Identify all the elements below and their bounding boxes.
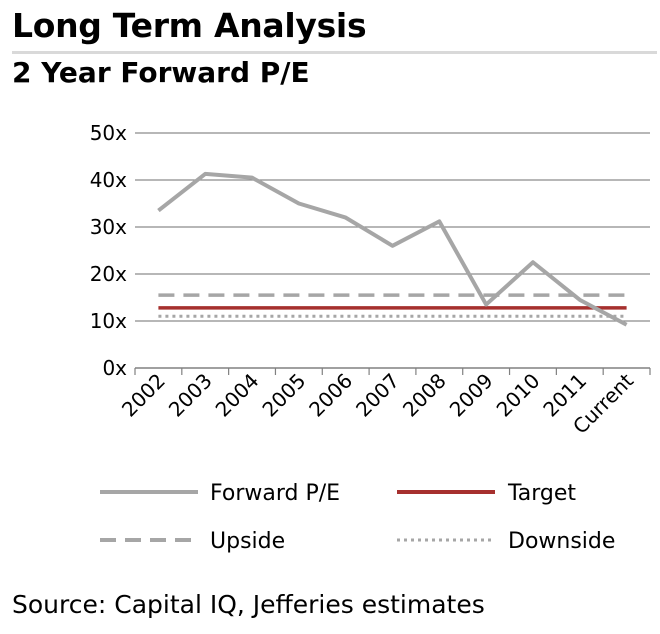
- y-tick-label: 0x: [102, 356, 127, 380]
- page-title: Long Term Analysis: [12, 6, 367, 45]
- x-tick-label: 2008: [398, 369, 451, 422]
- x-tick-label: 2007: [351, 369, 404, 422]
- y-tick-label: 10x: [90, 309, 127, 333]
- legend-label: Forward P/E: [210, 481, 340, 506]
- y-tick-label: 50x: [90, 121, 127, 145]
- x-tick-label: 2009: [445, 369, 498, 422]
- x-tick-label: 2003: [164, 369, 217, 422]
- source-note: Source: Capital IQ, Jefferies estimates: [12, 590, 485, 619]
- title-divider: [12, 51, 657, 54]
- x-tick-label: 2006: [304, 369, 357, 422]
- y-tick-label: 30x: [90, 215, 127, 239]
- y-tick-label: 20x: [90, 262, 127, 286]
- legend-label: Upside: [210, 529, 285, 554]
- legend-label: Target: [507, 481, 576, 506]
- x-tick-label: 2005: [257, 369, 310, 422]
- x-tick-label: 2004: [211, 369, 264, 422]
- series-line-forward-p-e: [157, 171, 628, 327]
- chart-subtitle: 2 Year Forward P/E: [12, 56, 310, 89]
- x-tick-label: 2010: [492, 369, 545, 422]
- y-tick-label: 40x: [90, 168, 127, 192]
- legend-label: Downside: [508, 529, 615, 554]
